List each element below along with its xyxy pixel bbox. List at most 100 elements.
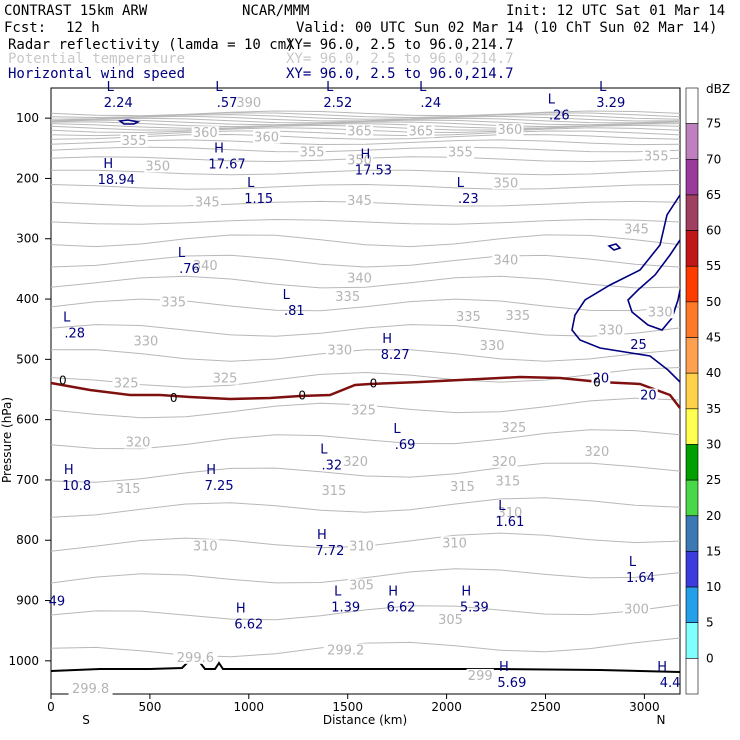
extremum-value: 7.25 [205,479,234,494]
y-tick-label: 300 [16,232,39,246]
theta-label: 350 [145,159,170,174]
extremum-value: 1.15 [244,192,273,207]
theta-contour-line [50,119,681,126]
extremum-value: 1.64 [626,571,655,586]
theta-label-bg [500,421,528,435]
theta-label-bg [323,643,368,657]
zero-dbz-label: 0 [298,389,306,403]
theta-label-bg [646,305,674,319]
extremum-value: 2.52 [323,96,352,111]
theta-label: 299.8 [72,682,109,697]
theta-label: 355 [300,146,325,161]
extremum-kind: L [498,499,506,514]
theta-contour-line [50,367,681,388]
extremum-kind: H [214,142,224,157]
wind-speed-contour-line [607,243,622,251]
theta-label-bg [494,474,522,488]
colorbar-swatch [685,658,699,695]
theta-contour-line [50,462,681,483]
colorbar-swatch [685,337,699,374]
organization: NCAR/MMM [242,3,309,19]
theta-label-bg [347,578,376,592]
theta-label-bg [235,96,263,110]
colorbar-swatch [685,158,699,196]
wind-speed-label-bg [638,388,658,402]
theta-contour-line [50,169,681,176]
x-tick-label: 2000 [431,700,462,714]
forecast-hour: 12 h [66,20,100,36]
edge-label: 49 [49,595,66,610]
extremum-value: 2.24 [104,96,133,111]
theta-label-bg [68,682,113,696]
theta-label: 340 [347,272,372,287]
wind-speed-label-bg [629,337,648,351]
colorbar-swatch [685,408,699,445]
extremum-value: .24 [420,96,441,111]
extremum-value: 5.69 [497,676,526,691]
theta-label: 340 [494,253,519,268]
theta-contour-line [50,497,681,518]
theta-label: 310 [349,539,374,554]
colorbar-swatch [685,194,699,231]
theta-label: 325 [501,421,526,436]
theta-contour-line [50,234,681,248]
theta-label: 340 [193,259,218,274]
y-tick-label: 900 [16,594,39,608]
theta-label: 325 [213,372,238,387]
colorbar-swatch [685,123,699,160]
extremum-value: 10.8 [62,479,91,494]
extremum-kind: L [457,176,465,191]
theta-contour-line [50,349,681,362]
theta-label: 305 [349,578,374,593]
extremum-kind: H [382,332,392,347]
theta-label-bg [490,454,518,468]
theta-label-bg [334,290,362,304]
y-tick-label: 400 [16,292,39,306]
extremum-value: 6.62 [387,601,416,616]
theta-label: 335 [505,309,530,324]
colorbar-tick-label: 5 [706,616,714,630]
theta-label: 350 [347,153,372,168]
field-xy-wind: XY= 96.0, 2.5 to 96.0,214.7 [286,66,514,82]
extremum-kind: H [388,585,398,600]
x-tick-label: 1500 [332,700,363,714]
colorbar-tick-label: 25 [706,473,721,487]
init-time: Init: 12 UTC Sat 01 Mar 14 [506,3,725,19]
theta-label: 360 [497,123,522,138]
wind-speed-contour-line [117,119,141,125]
theta-contour-line [50,429,681,450]
theta-label-bg [345,153,374,167]
theta-label: 345 [347,194,372,209]
theta-label-bg [622,222,651,236]
theta-label-bg [597,323,625,337]
colorbar-swatch [685,230,699,267]
theta-label-bg [112,376,140,390]
extremum-value: 18.94 [98,173,135,188]
plot-frame [50,87,681,695]
theta-label: 365 [408,124,433,139]
theta-label-bg [193,195,221,209]
field-name-reflectivity: Radar reflectivity (lamda = 10 cm) [8,37,295,53]
theta-label: 350 [494,176,519,191]
extremum-value: .32 [322,458,343,473]
colorbar-tick-label: 55 [706,259,721,273]
theta-label: 315 [116,482,141,497]
colorbar-swatch [685,444,699,481]
theta-label: 330 [327,343,352,358]
theta-label-bg [253,130,281,144]
wind-speed-contour-line [571,194,681,383]
extremum-kind: L [215,80,223,95]
extremum-value: .69 [395,438,416,453]
theta-label-bg [496,506,524,520]
theta-label: 360 [193,126,218,141]
theta-contour-line [50,183,681,190]
extremum-kind: L [63,310,71,325]
extremum-kind: L [599,80,607,95]
theta-contour-line [50,146,681,153]
extremum-value: .26 [549,109,570,124]
theta-label-bg [504,308,532,322]
extremum-kind: H [64,463,74,478]
extremum-kind: H [236,602,246,617]
